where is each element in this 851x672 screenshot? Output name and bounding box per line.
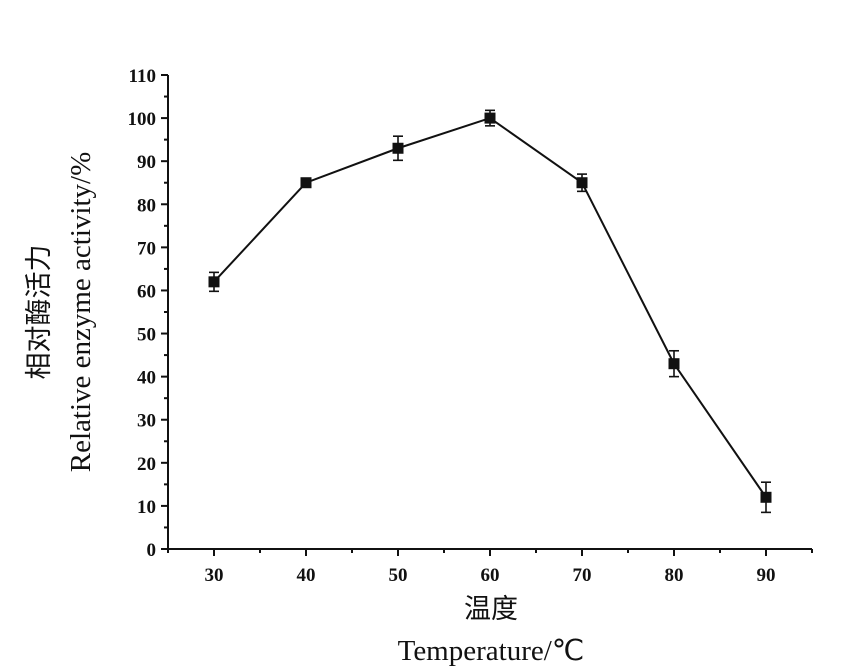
data-point xyxy=(392,142,404,154)
y-axis-ticks: 0 10 20 30 40 50 60 70 80 90 100 110 xyxy=(128,66,168,561)
y-axis-title-en: Relative enzyme activity/% xyxy=(65,152,97,473)
y-tick-label: 70 xyxy=(137,238,156,259)
y-axis-title-cn: 相对酶活力 xyxy=(24,245,55,380)
x-tick-label: 40 xyxy=(297,565,316,586)
y-tick-label: 20 xyxy=(137,454,156,475)
x-axis-ticks: 30 40 50 60 70 80 90 xyxy=(167,549,813,586)
axes xyxy=(167,75,812,550)
y-tick-label: 10 xyxy=(137,497,156,518)
data-point xyxy=(484,112,496,124)
y-tick-label: 90 xyxy=(137,152,156,173)
y-tick-label: 100 xyxy=(128,109,157,130)
x-tick-label: 30 xyxy=(205,565,224,586)
data-point xyxy=(760,491,772,503)
y-tick-label: 50 xyxy=(137,325,156,346)
y-tick-label: 30 xyxy=(137,411,156,432)
x-axis-title-cn: 温度 xyxy=(464,594,518,625)
data-point xyxy=(208,276,220,288)
x-axis-title-en: Temperature/℃ xyxy=(398,635,585,667)
y-tick-label: 80 xyxy=(137,195,156,216)
y-tick-label: 0 xyxy=(147,540,157,561)
data-point xyxy=(576,177,588,189)
x-tick-label: 90 xyxy=(757,565,776,586)
series xyxy=(208,109,772,514)
x-tick-label: 60 xyxy=(481,565,500,586)
x-tick-label: 70 xyxy=(573,565,592,586)
y-tick-label: 40 xyxy=(137,368,156,389)
y-tick-label: 110 xyxy=(129,66,156,87)
y-tick-label: 60 xyxy=(137,281,156,302)
series-line xyxy=(213,116,767,498)
x-tick-label: 50 xyxy=(389,565,408,586)
data-point xyxy=(668,358,680,370)
data-point xyxy=(300,177,312,189)
x-tick-label: 80 xyxy=(665,565,684,586)
